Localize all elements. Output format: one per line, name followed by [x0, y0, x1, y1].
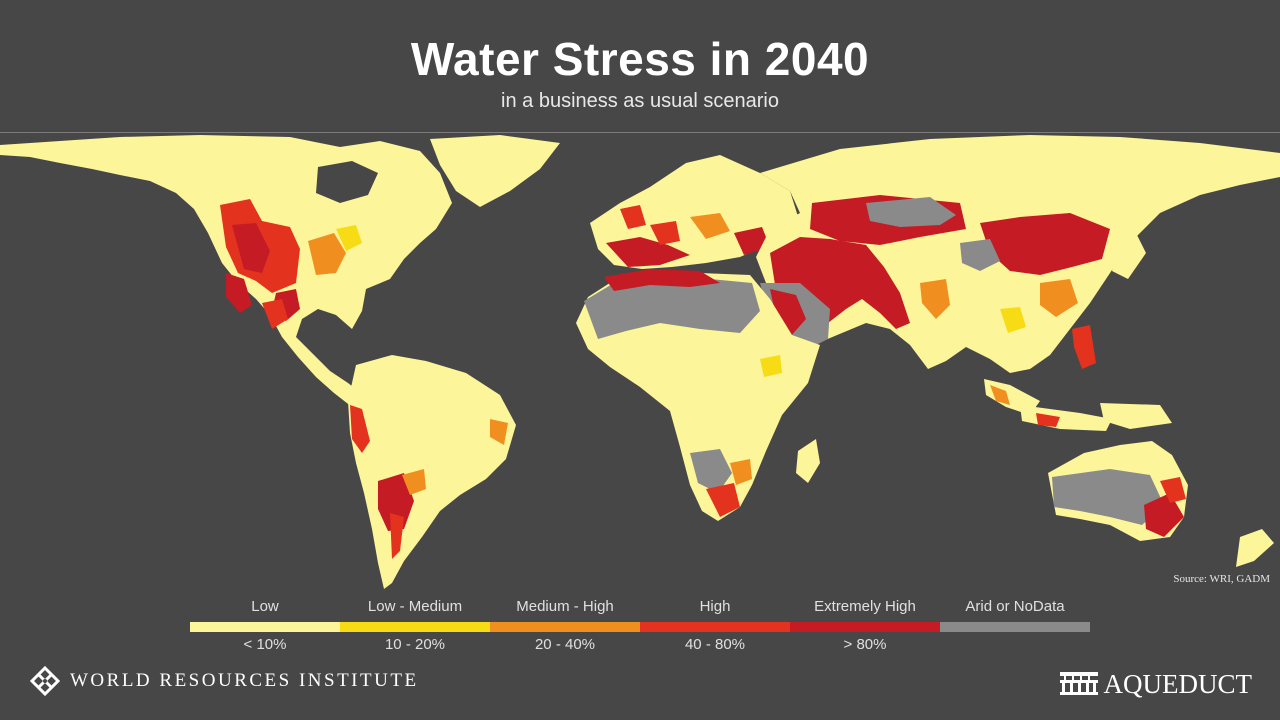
legend: Low < 10% Low - Medium 10 - 20% Medium -… — [190, 596, 1090, 656]
wri-logo: WORLD RESOURCES INSTITUTE — [30, 664, 419, 698]
legend-swatch — [940, 622, 1090, 632]
aqueduct-name: AQUEDUCT — [1103, 668, 1253, 699]
legend-label: Extremely High — [814, 598, 916, 615]
page-title: Water Stress in 2040 — [410, 33, 870, 85]
legend-item-low: Low < 10% — [190, 596, 340, 656]
legend-item-low-medium: Low - Medium 10 - 20% — [340, 596, 490, 656]
legend-item-medium-high: Medium - High 20 - 40% — [490, 596, 640, 656]
legend-swatch — [190, 622, 340, 632]
wri-knot-icon — [30, 666, 60, 696]
page-subtitle: in a business as usual scenario — [501, 90, 779, 112]
source-note: Source: WRI, GADM — [1173, 573, 1270, 585]
southeast-asia — [984, 325, 1172, 431]
legend-range: 40 - 80% — [684, 636, 746, 653]
australia — [1048, 441, 1188, 541]
legend-item-high: High 40 - 80% — [640, 596, 790, 656]
north-america — [0, 135, 452, 415]
legend-range: < 10% — [243, 636, 287, 653]
europe — [590, 155, 800, 269]
greenland — [430, 135, 560, 207]
legend-range: 20 - 40% — [534, 636, 596, 653]
arabian-peninsula — [760, 283, 830, 351]
legend-swatch — [640, 622, 790, 632]
legend-item-extremely-high: Extremely High > 80% — [790, 596, 940, 656]
legend-label: Arid or NoData — [965, 598, 1065, 615]
legend-label: Low - Medium — [367, 598, 463, 615]
legend-item-arid: Arid or NoData — [940, 596, 1090, 656]
wri-name: WORLD RESOURCES INSTITUTE — [70, 670, 419, 691]
legend-label: Low — [251, 598, 279, 615]
japan — [1112, 233, 1146, 279]
africa — [576, 269, 820, 521]
legend-label: High — [699, 598, 731, 615]
legend-label: Medium - High — [516, 598, 614, 615]
legend-range: > 80% — [843, 636, 887, 653]
aqueduct-arches-icon — [1059, 672, 1098, 695]
legend-swatch — [340, 622, 490, 632]
south-america — [348, 355, 516, 589]
world-map — [0, 135, 1280, 589]
legend-swatch — [790, 622, 940, 632]
aqueduct-logo: AQUEDUCT — [1059, 666, 1253, 702]
legend-swatch — [490, 622, 640, 632]
new-zealand — [1236, 529, 1274, 567]
asia — [756, 135, 1280, 373]
header-divider — [0, 132, 1280, 133]
legend-range: 10 - 20% — [384, 636, 446, 653]
